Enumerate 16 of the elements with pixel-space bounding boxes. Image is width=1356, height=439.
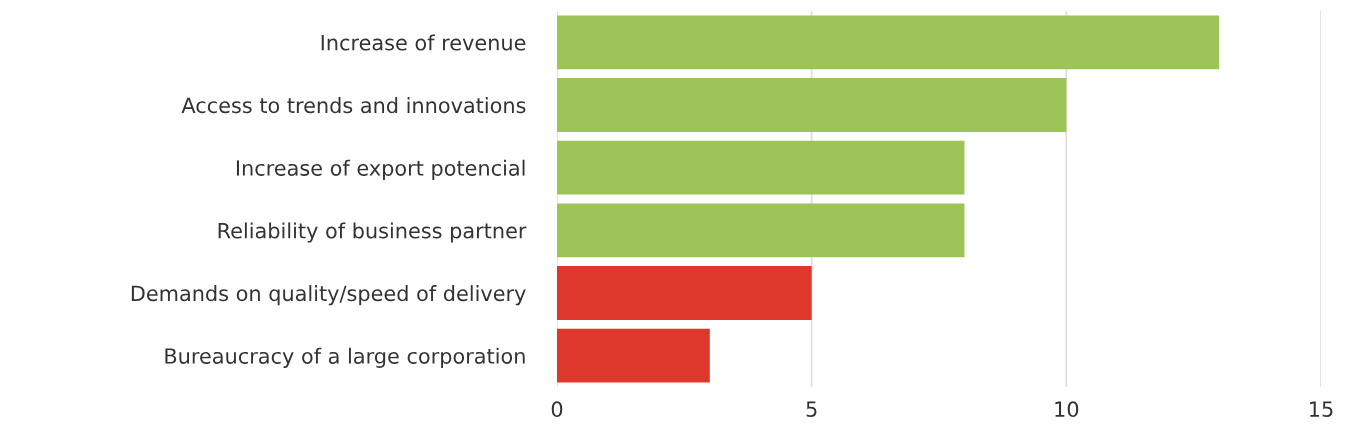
- y-tick-label: Demands on quality/speed of delivery: [131, 285, 526, 306]
- y-tick-label: Increase of export potencial: [236, 159, 525, 180]
- x-tick-label: 15: [1310, 401, 1333, 418]
- bar: [557, 140, 965, 195]
- x-tick-label: 5: [806, 401, 817, 418]
- x-tick-label: 0: [551, 401, 563, 418]
- y-tick-label: Access to trends and innovations: [181, 97, 526, 114]
- y-tick-label: Bureaucracy of a large corporation: [165, 347, 525, 368]
- bar: [557, 328, 710, 383]
- bar: [557, 15, 1220, 70]
- y-tick-label: Reliability of business partner: [218, 222, 527, 243]
- bar: [557, 78, 1067, 132]
- bar: [557, 203, 965, 258]
- y-tick-label: Increase of revenue: [321, 34, 526, 51]
- x-tick-label: 10: [1055, 401, 1079, 418]
- bar: [557, 266, 812, 320]
